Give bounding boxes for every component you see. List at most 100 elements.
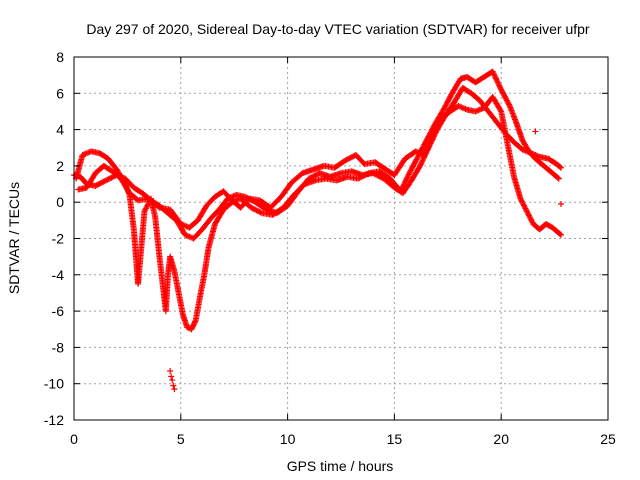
y-tick-label: -12 xyxy=(44,412,64,428)
data-point xyxy=(532,155,546,168)
data-point xyxy=(211,207,226,227)
data-point xyxy=(504,141,517,179)
data-point xyxy=(100,162,115,174)
x-tick-label: 0 xyxy=(70,431,78,447)
data-point xyxy=(216,196,230,213)
data-point xyxy=(248,204,264,216)
data-point xyxy=(117,175,132,195)
data-point xyxy=(372,159,388,172)
data-point xyxy=(558,164,565,171)
data-point xyxy=(511,173,523,201)
y-tick-label: 2 xyxy=(56,158,64,174)
data-point xyxy=(449,77,463,97)
data-point xyxy=(184,324,194,332)
data-point xyxy=(92,178,108,189)
series-track-b xyxy=(73,68,562,333)
data-point xyxy=(105,155,119,172)
data-point xyxy=(197,273,207,300)
data-point xyxy=(205,222,218,251)
data-point xyxy=(267,194,284,211)
data-point xyxy=(397,171,412,195)
data-point xyxy=(126,190,141,203)
y-tick-label: 0 xyxy=(56,194,64,210)
data-point xyxy=(387,175,403,194)
data-point xyxy=(423,122,438,144)
chart-title: Day 297 of 2020, Sidereal Day-to-day VTE… xyxy=(86,21,590,37)
data-point xyxy=(288,171,305,186)
data-point xyxy=(481,69,495,80)
data-point xyxy=(192,295,203,324)
data-point xyxy=(525,148,538,161)
data-point xyxy=(459,84,474,96)
data-point xyxy=(73,153,86,182)
data-point xyxy=(130,226,139,259)
data-point xyxy=(203,194,217,209)
x-axis-label: GPS time / hours xyxy=(287,458,394,474)
data-point xyxy=(558,201,565,208)
data-point xyxy=(472,74,486,86)
data-point xyxy=(170,382,177,389)
data-point xyxy=(207,207,222,222)
data-point xyxy=(485,108,499,125)
data-point xyxy=(168,373,175,380)
x-tick-label: 20 xyxy=(493,431,509,447)
data-point xyxy=(519,137,532,154)
data-point xyxy=(380,175,397,190)
data-point xyxy=(278,180,294,200)
data-point xyxy=(412,148,426,158)
data-point xyxy=(145,195,162,210)
data-point xyxy=(429,117,444,139)
data-point xyxy=(517,195,530,213)
data-point xyxy=(451,86,465,106)
data-point xyxy=(190,227,205,242)
y-tick-label: 8 xyxy=(56,49,64,65)
data-point xyxy=(543,220,555,230)
y-axis-label: SDTVAR / TECUs xyxy=(6,182,22,294)
data-point xyxy=(376,168,392,181)
data-point xyxy=(540,162,555,176)
data-point xyxy=(130,184,145,196)
data-point xyxy=(188,318,199,333)
data-point xyxy=(156,253,167,295)
data-point xyxy=(558,231,565,238)
data-point xyxy=(498,108,511,146)
data-point xyxy=(331,158,348,171)
data-point xyxy=(406,155,421,177)
y-tick-label: -4 xyxy=(52,267,65,283)
data-point xyxy=(455,103,469,113)
series-isolated xyxy=(167,128,565,393)
grid xyxy=(74,57,608,420)
data-point xyxy=(83,171,98,191)
data-point xyxy=(201,246,212,278)
x-tick-label: 25 xyxy=(600,431,616,447)
x-tick-label: 5 xyxy=(177,431,185,447)
data-point xyxy=(532,128,539,135)
data-point xyxy=(135,209,148,287)
data-point xyxy=(269,205,286,218)
data-point xyxy=(109,168,123,181)
data-point xyxy=(199,216,213,233)
data-point xyxy=(167,367,174,374)
data-point xyxy=(171,386,178,393)
data-point xyxy=(506,103,519,124)
axis-ticks: 0 5 10 15 20 25 -12 -10 -8 -6 -4 -2 0 2 4 6 8 xyxy=(44,49,616,447)
data-point xyxy=(291,182,307,198)
data-point xyxy=(421,133,436,159)
y-tick-label: -8 xyxy=(52,339,65,355)
data-point xyxy=(472,105,486,115)
y-tick-label: -10 xyxy=(44,376,64,392)
data-point xyxy=(438,109,452,122)
data-points xyxy=(71,68,565,393)
data-point xyxy=(440,91,455,113)
y-tick-label: 4 xyxy=(56,122,64,138)
data-point xyxy=(96,150,110,161)
data-point xyxy=(352,152,367,166)
data-point xyxy=(523,208,536,226)
data-point xyxy=(545,155,559,167)
data-point xyxy=(162,273,171,315)
y-tick-label: -2 xyxy=(52,231,65,247)
data-point xyxy=(549,224,561,236)
data-point xyxy=(186,218,200,231)
data-point xyxy=(169,377,176,384)
